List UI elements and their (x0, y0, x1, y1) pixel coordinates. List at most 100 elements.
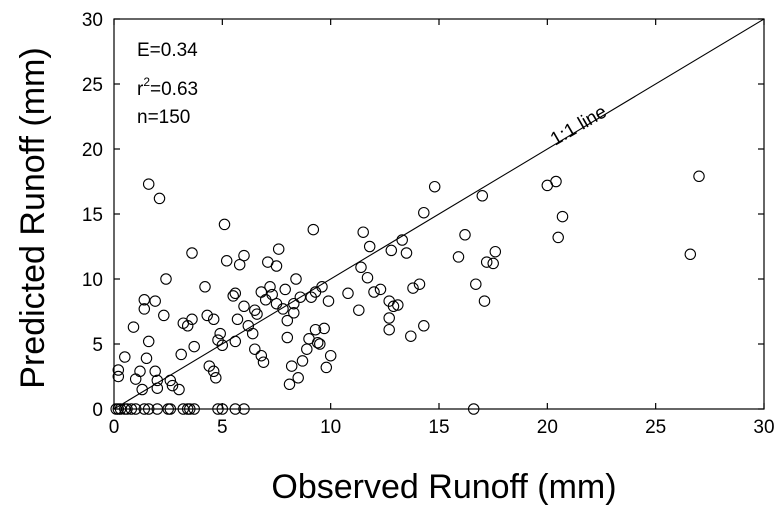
data-point (392, 299, 404, 311)
data-point (353, 304, 365, 316)
data-point (210, 372, 222, 384)
data-point (207, 313, 220, 326)
data-point (489, 245, 502, 258)
data-point (383, 312, 395, 324)
data-point (138, 403, 151, 415)
data-point (309, 323, 322, 336)
data-point (361, 271, 374, 284)
data-point (470, 278, 482, 290)
data-point (199, 281, 211, 293)
data-point (188, 340, 200, 353)
data-point (220, 255, 233, 267)
data-point (151, 374, 164, 387)
data-point (207, 365, 220, 378)
data-point (556, 210, 569, 223)
data-point (452, 251, 465, 263)
x-tick-label: 20 (537, 417, 558, 438)
data-point (270, 297, 283, 310)
data-point (396, 234, 408, 246)
data-point (136, 383, 148, 396)
data-point (142, 335, 155, 348)
data-point (400, 247, 413, 259)
data-point (229, 287, 242, 300)
data-point (158, 309, 170, 322)
data-point (127, 321, 140, 333)
data-point (385, 244, 398, 257)
r-squared-stat: r2=0.63 (137, 75, 198, 100)
data-point (270, 260, 283, 272)
data-point (173, 383, 185, 396)
y-tick-label: 10 (82, 270, 103, 291)
data-point (259, 294, 272, 306)
data-point (459, 229, 471, 241)
data-point (218, 218, 231, 231)
data-point (164, 374, 177, 387)
data-point (121, 403, 133, 415)
data-point (257, 356, 270, 368)
data-point (181, 320, 194, 332)
r-squared-superscript: 2 (143, 75, 150, 89)
x-tick-label: 30 (753, 417, 774, 438)
data-point (550, 175, 562, 188)
data-point (292, 372, 304, 384)
data-point (188, 403, 200, 415)
data-point (186, 247, 198, 259)
data-point (246, 327, 259, 340)
data-point (149, 295, 161, 307)
x-axis-label: Observed Runoff (mm) (271, 468, 616, 506)
data-point (238, 249, 250, 262)
y-tick-label: 20 (82, 140, 103, 161)
data-point (355, 261, 367, 274)
data-point (231, 313, 244, 326)
data-point (307, 223, 320, 236)
data-point (413, 278, 426, 290)
data-point (149, 365, 161, 378)
y-tick-label: 5 (92, 335, 103, 356)
data-point (407, 282, 419, 294)
data-point (324, 349, 337, 362)
sample-size-stat: n=150 (137, 107, 190, 128)
data-point (428, 180, 441, 193)
data-point (418, 320, 430, 332)
data-point (322, 295, 335, 307)
x-tick-label: 0 (109, 417, 120, 438)
y-tick-label: 30 (82, 10, 103, 31)
data-point (301, 343, 313, 355)
efficiency-stat: E=0.34 (137, 40, 198, 61)
data-point (281, 331, 294, 344)
data-point (138, 294, 151, 306)
data-point (142, 178, 155, 190)
data-point (283, 378, 296, 391)
data-point (314, 338, 326, 350)
data-point (693, 170, 705, 183)
data-point (142, 403, 155, 415)
y-tick-label: 0 (92, 400, 103, 421)
data-point (166, 379, 179, 392)
data-point (201, 309, 213, 322)
data-point (129, 403, 142, 415)
data-point (151, 382, 164, 394)
x-tick-label: 5 (217, 417, 228, 438)
data-point (277, 303, 289, 315)
data-point (186, 313, 198, 326)
data-point (266, 288, 278, 301)
data-point (251, 308, 263, 320)
data-point (320, 361, 333, 374)
data-point (264, 281, 276, 293)
x-tick-label: 25 (645, 417, 666, 438)
y-axis-label: Predicted Runoff (mm) (14, 47, 52, 388)
data-point (316, 281, 328, 293)
data-point (281, 314, 294, 327)
data-point (134, 365, 146, 378)
data-point (296, 355, 309, 367)
data-point (164, 403, 177, 415)
data-point (140, 352, 153, 365)
data-point (238, 300, 250, 313)
data-point (249, 304, 261, 316)
data-point (480, 256, 493, 268)
data-point (216, 339, 229, 352)
data-point (112, 370, 125, 383)
data-point (129, 373, 142, 385)
data-point (214, 327, 226, 340)
